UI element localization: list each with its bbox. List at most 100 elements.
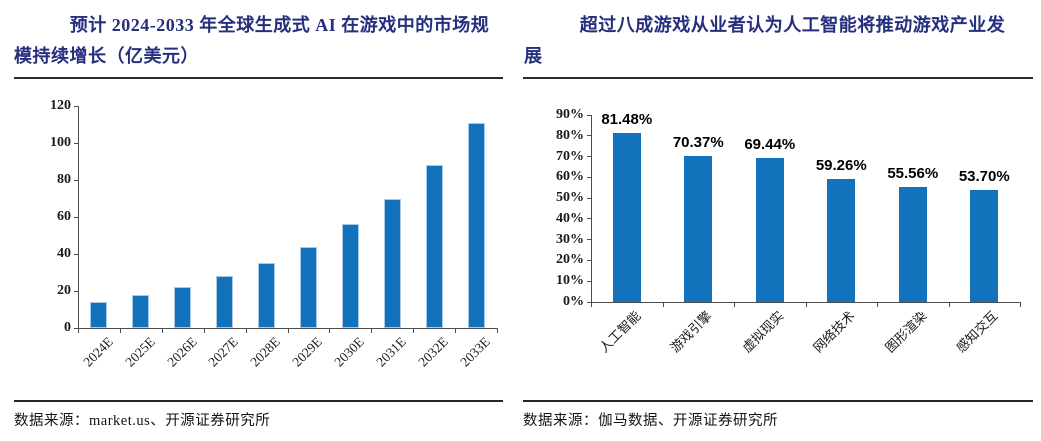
left-chart-panel: 预计 2024-2033 年全球生成式 AI 在游戏中的市场规模持续增长（亿美元… xyxy=(0,0,520,441)
x-tick-mark xyxy=(805,303,807,307)
right-chart-panel: 超过八成游戏从业者认为人工智能将推动游戏产业发展 0% 10% 20% 30% 40% 5… xyxy=(520,0,1041,441)
x-axis-label: 2028E xyxy=(247,334,284,370)
y-axis-label: 0 xyxy=(64,320,71,335)
y-tick-mark xyxy=(74,179,78,181)
y-tick-mark xyxy=(587,197,591,199)
bar xyxy=(341,224,359,328)
y-tick-mark xyxy=(74,216,78,218)
right-title-underline xyxy=(523,77,1033,79)
right-bar-chart: 0% 10% 20% 30% 40% 50% 60% 70% 80% 90% 人工智能 81.48% 游… xyxy=(520,0,1041,400)
bar xyxy=(258,263,276,328)
bar xyxy=(467,122,485,328)
y-axis-label: 70% xyxy=(556,148,584,164)
x-axis-label: 图形渲染 xyxy=(881,308,930,356)
y-axis-label: 10% xyxy=(556,273,584,289)
x-axis-label: 游戏引擎 xyxy=(667,308,715,356)
value-label: 69.44% xyxy=(744,135,796,153)
value-label: 59.26% xyxy=(815,156,867,174)
y-axis xyxy=(591,115,592,303)
x-axis-label: 2026E xyxy=(163,334,200,370)
x-axis-label: 2031E xyxy=(373,334,409,370)
x-tick-mark xyxy=(203,329,205,333)
y-axis xyxy=(78,106,79,329)
x-tick-mark xyxy=(591,303,592,307)
y-axis-label: 0% xyxy=(563,294,584,309)
y-tick-mark xyxy=(587,135,591,137)
x-axis xyxy=(78,328,498,329)
bar xyxy=(132,294,150,328)
x-axis-label: 2032E xyxy=(415,334,451,370)
bar xyxy=(970,190,999,302)
y-tick-mark xyxy=(587,301,591,303)
x-axis-label: 网络技术 xyxy=(810,308,858,356)
x-tick-mark xyxy=(662,303,664,307)
y-axis-label: 80 xyxy=(57,172,71,187)
y-axis-label: 20% xyxy=(556,252,584,268)
y-tick-mark xyxy=(587,176,591,178)
bar xyxy=(755,157,784,302)
value-label: 55.56% xyxy=(887,164,939,182)
x-tick-mark xyxy=(413,329,415,333)
bar xyxy=(684,155,713,302)
x-tick-mark xyxy=(948,303,950,307)
y-axis-label: 30% xyxy=(556,231,584,247)
x-tick-mark xyxy=(78,329,79,333)
x-tick-mark xyxy=(329,329,331,333)
bar xyxy=(299,246,317,328)
y-axis-label: 80% xyxy=(556,127,584,143)
y-tick-mark xyxy=(587,239,591,241)
x-axis-label: 2033E xyxy=(457,334,493,370)
left-source-note: 数据来源：market.us、开源证券研究所 xyxy=(14,413,271,429)
x-axis-label: 2027E xyxy=(205,334,242,370)
x-axis-label: 感知交互 xyxy=(953,308,1001,356)
y-tick-mark xyxy=(587,114,591,116)
bar xyxy=(174,287,192,328)
x-tick-mark xyxy=(1020,303,1021,307)
value-label: 53.70% xyxy=(958,168,1010,186)
y-axis-label: 120 xyxy=(50,98,71,113)
y-axis-label: 60 xyxy=(57,209,71,224)
x-tick-mark xyxy=(877,303,878,307)
y-tick-mark xyxy=(74,290,78,292)
y-axis-label: 20 xyxy=(57,283,71,298)
bar xyxy=(216,276,234,328)
y-tick-mark xyxy=(587,280,591,282)
x-axis-label: 2029E xyxy=(289,334,326,370)
value-label: 81.48% xyxy=(601,110,653,128)
x-tick-mark xyxy=(455,329,457,333)
left-source-divider xyxy=(14,400,503,402)
right-source-divider xyxy=(523,400,1033,402)
y-tick-mark xyxy=(74,253,78,255)
x-tick-mark xyxy=(245,329,247,333)
x-tick-mark xyxy=(497,329,498,333)
y-axis-label: 40 xyxy=(57,246,71,261)
y-axis-label: 100 xyxy=(50,135,71,150)
y-tick-mark xyxy=(74,142,78,144)
x-tick-mark xyxy=(371,329,373,333)
y-axis-label: 90% xyxy=(556,107,584,122)
y-tick-mark xyxy=(74,105,78,107)
y-axis-label: 50% xyxy=(556,190,584,206)
x-axis-label: 2025E xyxy=(121,334,158,370)
bar xyxy=(898,186,927,302)
left-title-underline xyxy=(14,77,503,79)
right-chart-title: 超过八成游戏从业者认为人工智能将推动游戏产业发展 xyxy=(524,15,1006,66)
x-axis-label: 2030E xyxy=(331,334,367,370)
y-tick-mark xyxy=(587,218,591,220)
y-axis-label: 40% xyxy=(556,210,584,226)
value-label: 70.37% xyxy=(672,133,724,151)
bar xyxy=(90,302,108,328)
left-chart-title: 预计 2024-2033 年全球生成式 AI 在游戏中的市场规模持续增长（亿美元… xyxy=(14,15,490,66)
x-tick-mark xyxy=(734,303,735,307)
bar xyxy=(612,132,641,302)
x-axis xyxy=(591,302,1021,303)
y-axis-label: 60% xyxy=(556,169,584,185)
y-tick-mark xyxy=(587,259,591,261)
x-tick-mark xyxy=(287,329,289,333)
bar xyxy=(827,178,856,302)
x-axis-label: 人工智能 xyxy=(595,308,644,356)
x-axis-label: 虚拟现实 xyxy=(738,308,787,356)
x-tick-mark xyxy=(161,329,163,333)
bar xyxy=(383,198,401,328)
